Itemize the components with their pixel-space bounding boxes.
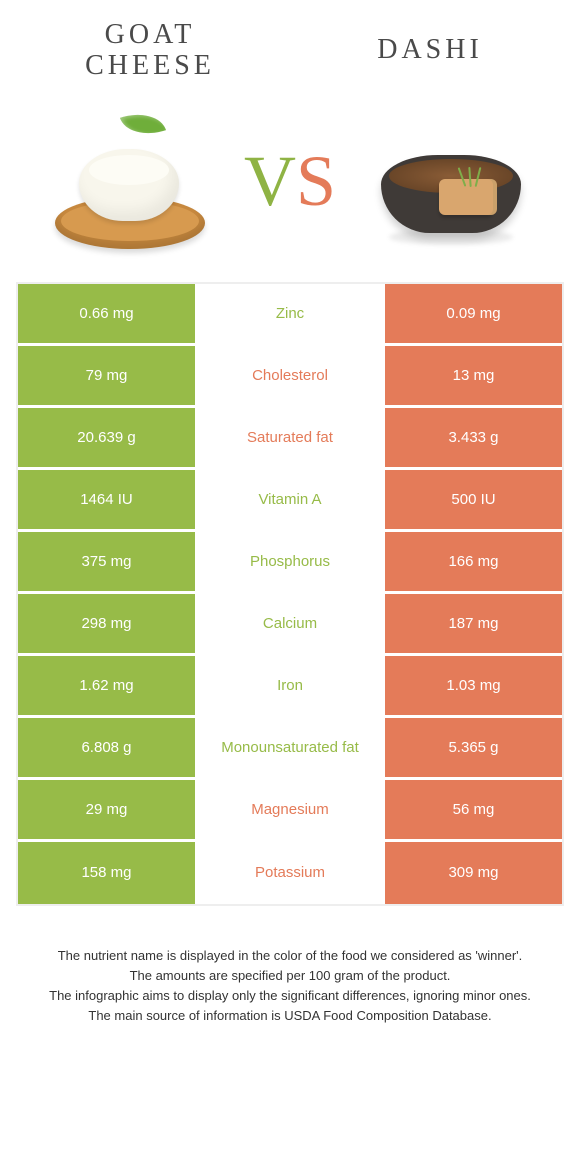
right-food-title: DASHI (330, 35, 530, 66)
left-value: 1.62 mg (18, 656, 198, 715)
vs-label: VS (244, 140, 336, 223)
left-food-title: GOAT CHEESE (50, 20, 250, 82)
table-row: 1464 IUVitamin A500 IU (18, 470, 562, 532)
vs-v: V (244, 141, 296, 221)
left-food-image (40, 102, 220, 262)
nutrient-table: 0.66 mgZinc0.09 mg79 mgCholesterol13 mg2… (16, 282, 564, 906)
table-row: 20.639 gSaturated fat3.433 g (18, 408, 562, 470)
left-value: 20.639 g (18, 408, 198, 467)
left-value: 375 mg (18, 532, 198, 591)
nutrient-name: Vitamin A (198, 470, 382, 529)
footer-line: The infographic aims to display only the… (28, 986, 552, 1006)
nutrient-name: Phosphorus (198, 532, 382, 591)
left-value: 1464 IU (18, 470, 198, 529)
nutrient-name: Calcium (198, 594, 382, 653)
footer-notes: The nutrient name is displayed in the co… (0, 946, 580, 1027)
table-row: 375 mgPhosphorus166 mg (18, 532, 562, 594)
right-value: 13 mg (382, 346, 562, 405)
footer-line: The nutrient name is displayed in the co… (28, 946, 552, 966)
right-value: 187 mg (382, 594, 562, 653)
table-row: 6.808 gMonounsaturated fat5.365 g (18, 718, 562, 780)
right-value: 1.03 mg (382, 656, 562, 715)
dashi-icon (365, 107, 535, 257)
left-value: 0.66 mg (18, 284, 198, 343)
left-value: 79 mg (18, 346, 198, 405)
header: GOAT CHEESE DASHI (0, 0, 580, 92)
left-value: 6.808 g (18, 718, 198, 777)
right-value: 166 mg (382, 532, 562, 591)
left-value: 158 mg (18, 842, 198, 904)
nutrient-name: Cholesterol (198, 346, 382, 405)
table-row: 79 mgCholesterol13 mg (18, 346, 562, 408)
right-value: 5.365 g (382, 718, 562, 777)
nutrient-name: Magnesium (198, 780, 382, 839)
table-row: 29 mgMagnesium56 mg (18, 780, 562, 842)
goat-cheese-icon (45, 107, 215, 257)
nutrient-name: Monounsaturated fat (198, 718, 382, 777)
food-images-row: VS (0, 92, 580, 282)
right-value: 0.09 mg (382, 284, 562, 343)
nutrient-name: Potassium (198, 842, 382, 904)
table-row: 0.66 mgZinc0.09 mg (18, 284, 562, 346)
right-food-image (360, 102, 540, 262)
footer-line: The main source of information is USDA F… (28, 1006, 552, 1026)
table-row: 1.62 mgIron1.03 mg (18, 656, 562, 718)
right-value: 500 IU (382, 470, 562, 529)
right-value: 56 mg (382, 780, 562, 839)
right-value: 309 mg (382, 842, 562, 904)
footer-line: The amounts are specified per 100 gram o… (28, 966, 552, 986)
nutrient-name: Zinc (198, 284, 382, 343)
nutrient-name: Saturated fat (198, 408, 382, 467)
table-row: 298 mgCalcium187 mg (18, 594, 562, 656)
table-row: 158 mgPotassium309 mg (18, 842, 562, 904)
left-value: 29 mg (18, 780, 198, 839)
left-value: 298 mg (18, 594, 198, 653)
right-value: 3.433 g (382, 408, 562, 467)
nutrient-name: Iron (198, 656, 382, 715)
vs-s: S (296, 141, 336, 221)
